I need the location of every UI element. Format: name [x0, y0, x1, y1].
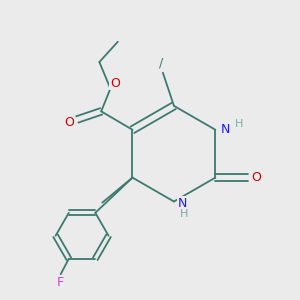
Text: N: N [221, 122, 230, 136]
Text: F: F [57, 276, 64, 289]
Text: H: H [235, 119, 244, 129]
Text: O: O [252, 171, 262, 184]
Text: /: / [159, 56, 163, 69]
Text: H: H [180, 209, 188, 219]
Text: O: O [64, 116, 74, 129]
Text: N: N [177, 197, 187, 210]
Text: O: O [110, 76, 120, 89]
